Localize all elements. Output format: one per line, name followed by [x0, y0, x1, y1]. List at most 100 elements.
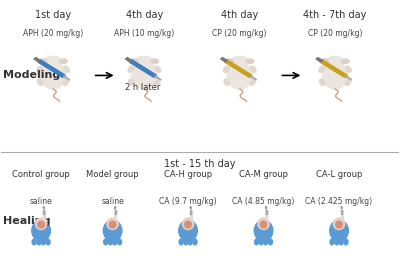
Bar — [266, 210, 267, 214]
Bar — [114, 209, 116, 219]
Ellipse shape — [46, 239, 50, 245]
Polygon shape — [38, 60, 63, 76]
Polygon shape — [320, 60, 347, 77]
Ellipse shape — [32, 220, 50, 241]
Ellipse shape — [41, 239, 45, 245]
Ellipse shape — [32, 239, 36, 245]
Text: CA-M group: CA-M group — [239, 170, 288, 179]
Ellipse shape — [326, 56, 344, 67]
Text: CA (2.425 mg/kg): CA (2.425 mg/kg) — [306, 198, 372, 206]
Bar — [115, 210, 116, 214]
Ellipse shape — [155, 66, 161, 72]
Ellipse shape — [132, 62, 157, 89]
Polygon shape — [266, 207, 267, 209]
Ellipse shape — [179, 220, 197, 241]
Polygon shape — [43, 207, 44, 209]
Ellipse shape — [319, 66, 324, 72]
Ellipse shape — [39, 59, 46, 63]
Polygon shape — [225, 60, 250, 76]
Ellipse shape — [103, 220, 122, 241]
Ellipse shape — [129, 79, 134, 85]
Ellipse shape — [260, 239, 263, 245]
Ellipse shape — [335, 239, 339, 245]
Ellipse shape — [151, 59, 158, 63]
Polygon shape — [316, 58, 322, 62]
Ellipse shape — [60, 59, 67, 63]
Polygon shape — [115, 207, 116, 209]
Text: CP (20 mg/kg): CP (20 mg/kg) — [212, 29, 267, 38]
Text: CA (9.7 mg/kg): CA (9.7 mg/kg) — [159, 198, 217, 206]
Ellipse shape — [250, 79, 255, 85]
Bar — [341, 210, 342, 214]
Bar — [265, 209, 267, 219]
Ellipse shape — [118, 239, 122, 245]
Ellipse shape — [330, 220, 348, 241]
Ellipse shape — [231, 56, 249, 67]
Ellipse shape — [345, 79, 351, 85]
Ellipse shape — [346, 66, 351, 72]
Ellipse shape — [224, 66, 229, 72]
Text: Healing: Healing — [3, 216, 51, 226]
Ellipse shape — [188, 239, 192, 245]
Text: APH (20 mg/kg): APH (20 mg/kg) — [23, 29, 83, 38]
Ellipse shape — [130, 59, 138, 63]
Text: 4th day: 4th day — [126, 10, 163, 20]
Ellipse shape — [268, 239, 272, 245]
Bar — [341, 209, 343, 219]
Ellipse shape — [344, 239, 348, 245]
Text: saline: saline — [101, 198, 124, 206]
Polygon shape — [224, 60, 252, 77]
Ellipse shape — [321, 59, 328, 63]
Polygon shape — [125, 58, 132, 62]
Polygon shape — [64, 76, 70, 80]
Ellipse shape — [254, 239, 258, 245]
Polygon shape — [320, 60, 345, 76]
Text: Modeling: Modeling — [3, 70, 61, 80]
Polygon shape — [129, 60, 157, 77]
Ellipse shape — [336, 221, 342, 228]
Text: 1st day: 1st day — [35, 10, 71, 20]
Ellipse shape — [38, 79, 43, 85]
Ellipse shape — [258, 218, 269, 230]
Text: CA (4.85 mg/kg): CA (4.85 mg/kg) — [232, 198, 295, 206]
Ellipse shape — [182, 218, 194, 230]
Ellipse shape — [108, 239, 112, 245]
Polygon shape — [190, 207, 191, 209]
Text: 2 h later: 2 h later — [125, 83, 160, 92]
Ellipse shape — [107, 218, 118, 230]
Ellipse shape — [246, 59, 254, 63]
Polygon shape — [34, 58, 40, 62]
Ellipse shape — [322, 62, 348, 89]
Ellipse shape — [250, 66, 256, 72]
Text: Control group: Control group — [12, 170, 70, 179]
Polygon shape — [155, 76, 161, 80]
Ellipse shape — [113, 239, 117, 245]
Ellipse shape — [260, 221, 267, 228]
Polygon shape — [250, 76, 256, 80]
Ellipse shape — [320, 79, 325, 85]
Ellipse shape — [44, 56, 62, 67]
Text: CA-H group: CA-H group — [164, 170, 212, 179]
Bar — [43, 209, 45, 219]
Ellipse shape — [339, 239, 343, 245]
Bar — [190, 210, 191, 214]
Ellipse shape — [227, 62, 252, 89]
Ellipse shape — [37, 239, 41, 245]
Ellipse shape — [64, 66, 69, 72]
Bar — [43, 210, 44, 214]
Polygon shape — [221, 58, 227, 62]
Ellipse shape — [264, 239, 268, 245]
Text: 1st - 15 th day: 1st - 15 th day — [164, 159, 236, 169]
Ellipse shape — [226, 59, 233, 63]
Polygon shape — [38, 60, 65, 77]
Ellipse shape — [36, 218, 47, 230]
Text: CA-L group: CA-L group — [316, 170, 362, 179]
Ellipse shape — [185, 221, 191, 228]
Ellipse shape — [342, 59, 349, 63]
Ellipse shape — [136, 56, 153, 67]
Ellipse shape — [109, 221, 116, 228]
Text: saline: saline — [30, 198, 52, 206]
Ellipse shape — [63, 79, 68, 85]
Polygon shape — [341, 207, 342, 209]
Ellipse shape — [179, 239, 183, 245]
